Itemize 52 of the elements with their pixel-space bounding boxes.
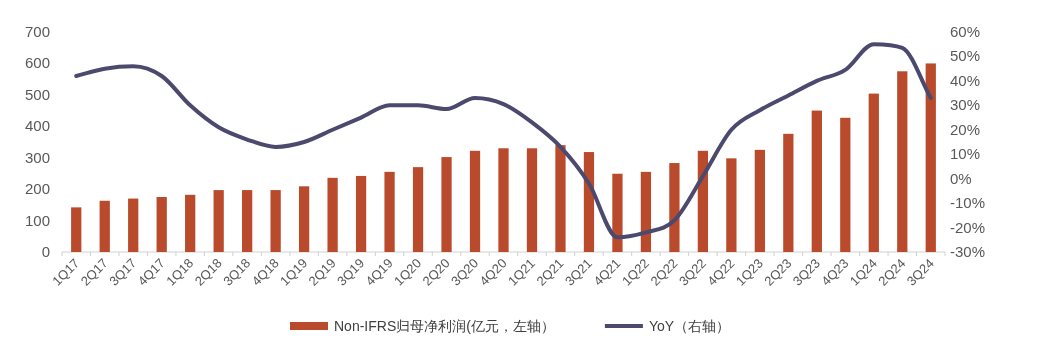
y-tick-label: 200 <box>24 180 50 198</box>
y2-tick-label: -30% <box>950 243 986 260</box>
y-tick-label: 0 <box>41 243 50 260</box>
bar <box>669 163 680 252</box>
bar <box>213 190 224 252</box>
bar <box>412 167 424 252</box>
y2-tick-label: 20% <box>950 120 981 138</box>
bar <box>270 190 281 252</box>
bar <box>583 152 595 252</box>
bar <box>441 157 452 252</box>
bar <box>754 149 765 252</box>
y2-tick-label: -20% <box>950 218 986 236</box>
bar <box>811 110 822 252</box>
y2-tick-label: 10% <box>950 145 981 163</box>
bar <box>327 177 338 252</box>
bar <box>897 71 908 252</box>
bar <box>128 198 139 252</box>
bar <box>640 171 652 252</box>
y-tick-label: 600 <box>24 54 50 72</box>
y-tick-label: 100 <box>24 211 50 229</box>
bar <box>726 158 737 252</box>
bar <box>242 190 253 252</box>
y-tick-label: 500 <box>24 85 50 103</box>
y2-tick-label: 60% <box>950 23 981 40</box>
y2-tick-label: 50% <box>950 47 981 65</box>
bar <box>298 186 310 252</box>
y2-tick-label: 0% <box>950 169 972 187</box>
y-tick-label: 400 <box>24 117 50 135</box>
bar <box>840 117 851 252</box>
bar <box>156 197 167 252</box>
bar <box>868 93 879 252</box>
y-tick-label: 300 <box>24 148 50 166</box>
legend-label: Non-IFRS归母净利润(亿元，左轴） <box>334 318 555 334</box>
bar <box>925 63 936 252</box>
legend-label: YoY（右轴） <box>648 318 731 334</box>
line-series <box>74 42 933 240</box>
bar <box>697 150 709 252</box>
y-tick-label: 700 <box>24 23 50 40</box>
bar <box>555 145 566 252</box>
bar <box>612 173 623 252</box>
bar <box>498 148 509 252</box>
bar <box>526 148 538 252</box>
bar <box>71 207 82 252</box>
y2-tick-label: 40% <box>950 71 981 89</box>
bar <box>384 171 395 252</box>
bar <box>469 150 481 252</box>
bar <box>185 194 196 252</box>
y2-tick-label: 30% <box>950 96 981 114</box>
bar <box>783 133 794 252</box>
bar <box>99 200 110 252</box>
y2-tick-label: -10% <box>950 194 986 212</box>
bar <box>355 175 367 252</box>
